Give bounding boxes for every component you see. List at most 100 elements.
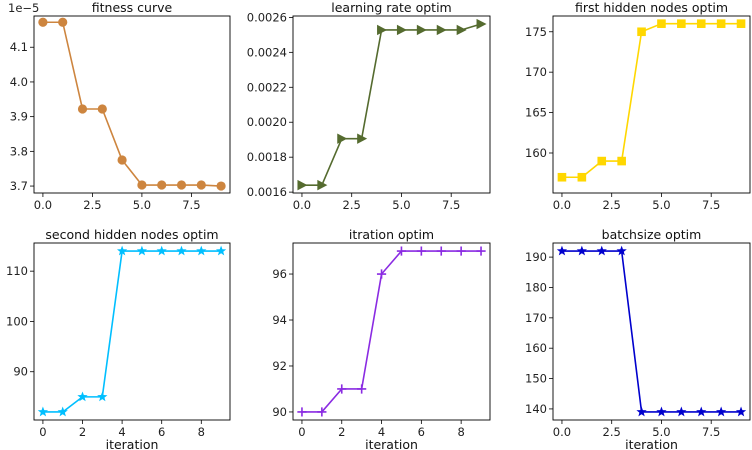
data-point: [317, 179, 328, 191]
data-point: [436, 24, 447, 36]
y-tick-label: 0.0024: [247, 45, 287, 59]
y-tick-label: 0.0018: [247, 150, 287, 164]
axes-frame: [292, 242, 491, 421]
data-point: [196, 245, 207, 256]
x-tick-label: 2.5: [83, 198, 101, 212]
axes-frame: [292, 15, 491, 194]
data-point: [176, 180, 187, 190]
subplot-title: fitness curve: [92, 0, 173, 15]
data-point: [38, 17, 48, 27]
y-tick-label: 110: [6, 264, 28, 278]
y-tick-label: 3.8: [10, 144, 28, 158]
x-tick-label: 4: [118, 425, 125, 439]
data-point: [735, 406, 747, 417]
data-point: [636, 406, 647, 417]
x-tick-label: 4: [378, 425, 385, 439]
data-point: [97, 104, 107, 114]
data-point: [736, 19, 746, 28]
series-line: [561, 250, 742, 413]
x-tick-label: 5.0: [133, 198, 151, 212]
subplot-4: 0 2 4 6 8 90 100 110 second hidden nodes optim it…: [6, 227, 231, 450]
x-tick-label: 8: [198, 425, 205, 439]
y-tick-label: 4.1: [10, 40, 28, 54]
data-point: [116, 245, 128, 256]
data-point: [156, 245, 167, 256]
y-offset-label: 1e−5: [8, 1, 39, 15]
data-point: [37, 406, 49, 417]
subplot-title: batchsize optim: [602, 227, 702, 242]
data-point: [215, 245, 227, 256]
x-tick-label: 7.5: [702, 425, 720, 439]
data-point: [716, 406, 727, 417]
data-point: [376, 269, 387, 279]
data-point: [117, 155, 127, 165]
y-tick-label: 90: [13, 365, 28, 379]
data-point: [576, 245, 587, 256]
subplot-title: second hidden nodes optim: [45, 227, 218, 242]
data-point: [616, 245, 627, 256]
x-tick-label: 8: [457, 425, 464, 439]
y-tick-label: 175: [525, 25, 547, 39]
y-tick-label: 96: [272, 267, 287, 281]
y-tick-label: 160: [525, 341, 547, 355]
series-line: [301, 250, 482, 413]
data-point: [157, 180, 167, 190]
data-point: [637, 27, 646, 37]
data-point: [77, 391, 88, 402]
data-point: [317, 407, 327, 417]
subplot-3: 0.0 2.5 5.0 7.5 160 165 170 175 first hidden nod…: [525, 0, 751, 212]
x-tick-label: 0: [39, 425, 46, 439]
y-tick-label: 4.0: [10, 75, 28, 89]
data-point: [677, 19, 686, 28]
data-point: [396, 246, 407, 256]
data-point: [176, 245, 187, 256]
x-tick-label: 0: [298, 425, 305, 439]
y-tick-label: 100: [6, 314, 28, 328]
data-point: [297, 179, 308, 191]
data-point: [696, 19, 706, 28]
x-tick-label: 5.0: [652, 198, 670, 212]
data-point: [577, 172, 587, 182]
subplot-title: first hidden nodes optim: [575, 0, 728, 15]
subplot-6: 0.0 2.5 5.0 7.5 140 150 160 170 180 190 batchsize …: [525, 227, 751, 450]
y-tick-label: 0.0022: [247, 80, 287, 94]
subplot-title: itration optim: [349, 227, 434, 242]
data-point: [137, 180, 147, 190]
y-tick-label: 3.9: [10, 110, 28, 124]
x-tick-label: 2: [338, 425, 345, 439]
data-point: [97, 391, 108, 402]
x-tick-label: 0.0: [553, 198, 571, 212]
x-tick-label: 0.0: [34, 198, 52, 212]
data-point: [716, 19, 726, 28]
x-tick-label: 6: [158, 425, 165, 439]
series-line: [561, 22, 742, 179]
data-point: [396, 24, 407, 36]
axes-frame: [552, 242, 751, 421]
data-point: [337, 133, 348, 144]
data-point: [297, 407, 307, 417]
data-point: [57, 406, 68, 417]
y-tick-label: 90: [272, 405, 287, 419]
x-tick-label: 0.0: [293, 198, 311, 212]
x-tick-label: 2.5: [603, 425, 621, 439]
x-tick-label: 0.0: [553, 425, 571, 439]
data-point: [476, 246, 486, 256]
data-point: [557, 172, 567, 182]
data-point: [77, 104, 88, 114]
data-point: [337, 384, 347, 394]
y-tick-label: 180: [525, 280, 547, 294]
y-tick-label: 170: [525, 65, 547, 79]
data-point: [216, 181, 226, 191]
subplot-title: learning rate optim: [331, 0, 451, 15]
x-tick-label: 2.5: [603, 198, 621, 212]
axes-frame: [33, 15, 231, 194]
x-tick-label: 7.5: [702, 198, 720, 212]
data-point: [436, 246, 446, 256]
data-point: [617, 156, 626, 166]
data-point: [357, 384, 367, 394]
y-tick-label: 160: [525, 146, 547, 160]
axes-frame: [552, 15, 751, 194]
y-tick-label: 140: [525, 402, 547, 416]
x-tick-label: 2.5: [343, 198, 361, 212]
axes-frame: [33, 242, 231, 421]
